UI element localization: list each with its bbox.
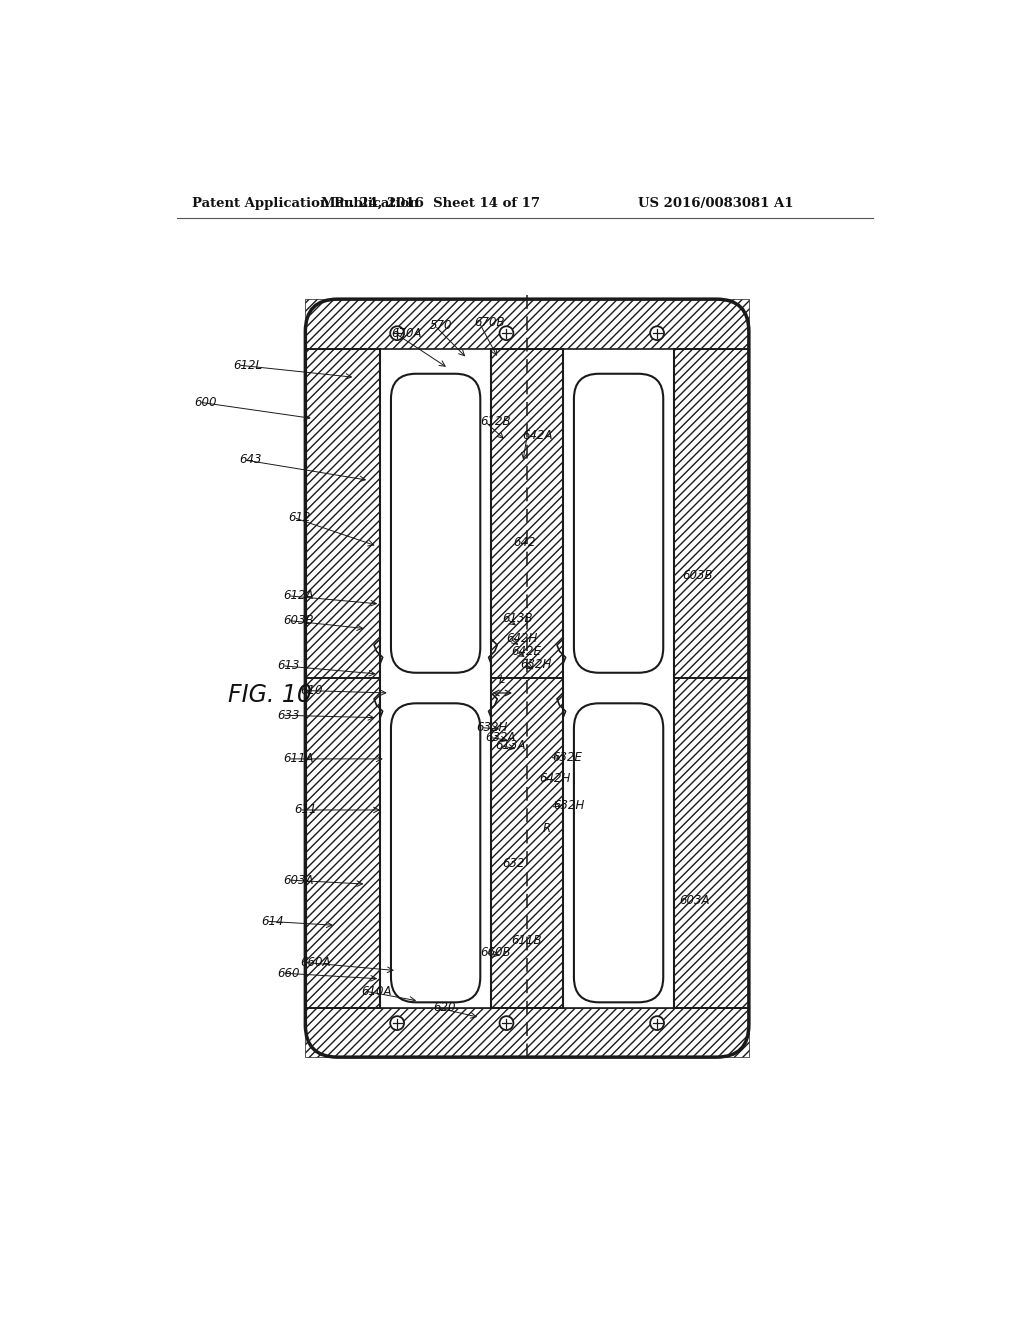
Text: 632H: 632H — [520, 657, 552, 671]
Text: 642E: 642E — [512, 645, 542, 659]
Text: Patent Application Publication: Patent Application Publication — [193, 197, 419, 210]
Circle shape — [500, 1016, 513, 1030]
Text: 613: 613 — [278, 659, 300, 672]
Text: 660: 660 — [278, 966, 300, 979]
Text: 612B: 612B — [480, 414, 511, 428]
Circle shape — [650, 1016, 664, 1030]
Circle shape — [390, 326, 404, 341]
FancyBboxPatch shape — [391, 704, 480, 1002]
Text: R: R — [543, 821, 551, 834]
Text: 642H: 642H — [506, 632, 538, 645]
Text: 612L: 612L — [233, 359, 262, 371]
FancyBboxPatch shape — [573, 374, 664, 673]
Text: 611: 611 — [294, 804, 316, 817]
Text: 632H: 632H — [476, 721, 508, 734]
Text: 670A: 670A — [391, 327, 422, 341]
Text: FIG. 10: FIG. 10 — [227, 682, 311, 706]
Bar — [563, 348, 674, 1007]
FancyBboxPatch shape — [305, 300, 749, 1057]
Text: 603B: 603B — [284, 614, 313, 627]
Text: 620: 620 — [433, 1001, 456, 1014]
Text: 614: 614 — [261, 915, 284, 928]
Text: 660B: 660B — [480, 946, 511, 960]
Circle shape — [500, 326, 513, 341]
Text: 632: 632 — [502, 857, 524, 870]
Text: 600: 600 — [195, 396, 217, 409]
Text: 642H: 642H — [540, 772, 570, 785]
Text: 660A: 660A — [300, 956, 331, 969]
Text: 612A: 612A — [284, 589, 313, 602]
Text: 670B: 670B — [474, 315, 505, 329]
Bar — [492, 348, 563, 1007]
Text: 632E: 632E — [552, 751, 582, 764]
Text: 632H: 632H — [554, 800, 585, 812]
Text: 633: 633 — [278, 709, 300, 722]
Text: 642A: 642A — [522, 429, 553, 442]
Bar — [305, 300, 749, 348]
Text: 570: 570 — [430, 319, 453, 333]
FancyBboxPatch shape — [391, 374, 480, 673]
Text: 611A: 611A — [284, 752, 313, 766]
Circle shape — [650, 326, 664, 341]
Text: 603A: 603A — [284, 874, 313, 887]
Bar — [380, 348, 492, 1007]
Text: 613B: 613B — [502, 612, 532, 626]
Text: L: L — [499, 676, 505, 685]
Bar — [305, 348, 380, 1007]
Text: 612: 612 — [289, 511, 311, 524]
Bar — [674, 348, 749, 1007]
Text: 632A: 632A — [485, 731, 516, 744]
Text: 610A: 610A — [360, 985, 391, 998]
Text: 642: 642 — [513, 536, 536, 549]
Text: 603B: 603B — [682, 569, 713, 582]
Bar — [305, 1007, 749, 1057]
Text: US 2016/0083081 A1: US 2016/0083081 A1 — [638, 197, 794, 210]
Text: 610: 610 — [300, 684, 323, 697]
FancyBboxPatch shape — [573, 704, 664, 1002]
Text: 603A: 603A — [680, 894, 710, 907]
Text: Mar. 24, 2016  Sheet 14 of 17: Mar. 24, 2016 Sheet 14 of 17 — [322, 197, 541, 210]
Text: 611B: 611B — [512, 933, 542, 946]
Text: 643: 643 — [239, 453, 261, 466]
Circle shape — [390, 1016, 404, 1030]
Text: 613A: 613A — [495, 739, 525, 752]
